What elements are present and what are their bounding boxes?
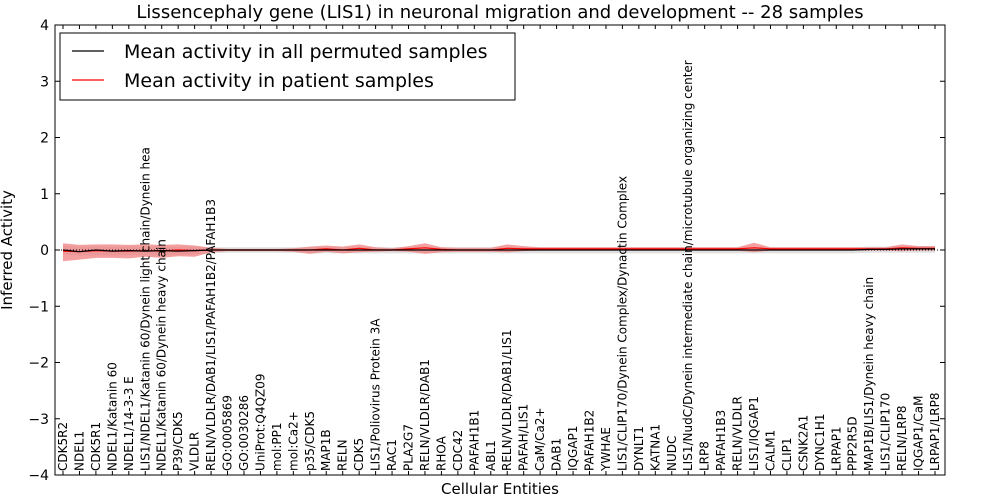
y-tick-label: −2 — [28, 356, 49, 372]
x-category-label: DYNC1H1 — [813, 413, 827, 471]
legend-box — [59, 32, 516, 101]
series-lines — [55, 247, 945, 253]
x-category-label: CSNK2A1 — [796, 415, 810, 471]
y-axis: −4 −3 −2 −1 0 1 2 3 4 — [28, 18, 945, 484]
x-category-label: p35/CDK5 — [303, 411, 317, 471]
x-category-label: RELN/VLDLR/DAB1/LIS1 — [500, 330, 514, 471]
x-category-label: NDEL1 — [73, 431, 87, 471]
x-category-label: LIS1/Poliovirus Protein 3A — [369, 318, 383, 471]
x-category-label: DYNLT1 — [632, 426, 646, 471]
y-tick-label: 1 — [40, 187, 49, 203]
x-category-label: LIS1/CLIP170/Dynein Complex/Dynactin Com… — [615, 176, 629, 471]
x-category-label: LIS1/IQGAP1 — [747, 396, 761, 471]
legend-label-patient: Mean activity in patient samples — [124, 70, 434, 92]
x-category-label: LIS1/CLIP170 — [879, 393, 893, 471]
x-category-label: YWHAE — [599, 427, 613, 472]
y-tick-label: −3 — [28, 412, 49, 428]
x-category-label: ABL1 — [484, 440, 498, 471]
x-category-label: CDK5R2 — [56, 422, 70, 471]
x-category-label: PAFAH1B2 — [583, 410, 597, 471]
x-category-label: CDK5 — [352, 438, 366, 471]
x-category-label: RELN — [336, 439, 350, 471]
y-tick-label: 2 — [40, 131, 49, 147]
x-category-label: MAP1B — [319, 429, 333, 471]
x-category-label: LRPAP1 — [829, 426, 843, 471]
x-category-label: RELN/VLDLR/DAB1 — [418, 359, 432, 471]
x-category-label: PAFAH/LIS1 — [517, 404, 531, 471]
line-permuted — [62, 248, 935, 253]
y-tick-label: −4 — [28, 468, 49, 484]
y-tick-label: 0 — [40, 243, 49, 259]
y-tick-label: 3 — [40, 74, 49, 90]
x-category-label: NDEL1/Katanin 60/Dynein heavy chain — [155, 239, 169, 471]
x-category-label: CDK5R1 — [89, 422, 103, 471]
x-category-label: UniProt:Q4QZ09 — [253, 373, 267, 471]
chart-title: Lissencephaly gene (LIS1) in neuronal mi… — [136, 2, 863, 23]
x-category-label: RAC1 — [385, 439, 399, 471]
legend: Mean activity in all permuted samples Me… — [59, 32, 516, 101]
x-category-label: CLIP1 — [780, 438, 794, 471]
y-tick-label: −1 — [28, 299, 49, 315]
x-category-label: P39/CDK5 — [171, 411, 185, 471]
x-category-label: GO:0005869 — [221, 395, 235, 471]
y-tick-label: 4 — [40, 18, 49, 34]
x-category-label: KATNA1 — [648, 424, 662, 471]
x-axis-label: Cellular Entities — [441, 480, 559, 498]
x-category-label: PPP2R5D — [846, 416, 860, 471]
x-category-label: CALM1 — [764, 430, 778, 471]
x-category-label: LRPAP1/LRP8 — [928, 392, 942, 471]
x-category-label: RELN/VLDLR/DAB1/LIS1/PAFAH1B2/PAFAH1B3 — [204, 199, 218, 471]
x-category-label: GO:0030286 — [237, 395, 251, 471]
x-category-label: NUDC — [665, 436, 679, 471]
x-axis: CDK5R2 NDEL1 CDK5R1 NDEL1/Katanin 60 NDEL1/1… — [56, 25, 942, 475]
x-category-label: mol:Ca2+ — [286, 411, 300, 471]
x-category-label: NDEL1/Katanin 60 — [105, 362, 119, 471]
x-category-label: RELN/LRP8 — [895, 405, 909, 471]
confidence-bands — [63, 242, 935, 262]
x-category-label: LRP8 — [698, 441, 712, 471]
x-category-label: IQGAP1/CaM — [912, 396, 926, 472]
x-category-label: mol:PP1 — [270, 422, 284, 471]
x-category-label: PAFAH1B1 — [467, 410, 481, 471]
x-category-label: NDEL1/14-3-3 E — [122, 376, 136, 471]
x-category-label: LIS1/NudC/Dynein intermediate chain/micr… — [681, 60, 695, 471]
x-category-label: CDC42 — [451, 430, 465, 471]
x-category-label: LIS1/NDEL1/Katanin 60/Dynein light chain… — [138, 147, 152, 471]
x-category-label: MAP1B/LIS1/Dynein heavy chain — [862, 277, 876, 471]
band-patient — [63, 242, 935, 262]
x-category-label: PAFAH1B3 — [714, 410, 728, 471]
y-axis-label: Inferred Activity — [0, 190, 16, 310]
legend-label-permuted: Mean activity in all permuted samples — [124, 41, 487, 63]
x-category-label: IQGAP1 — [566, 426, 580, 471]
x-category-label: VLDLR — [188, 432, 202, 471]
x-category-label: RHOA — [434, 435, 448, 471]
x-category-label: CaM/Ca2+ — [533, 407, 547, 471]
x-category-label: PLA2G7 — [402, 424, 416, 471]
x-category-label: DAB1 — [550, 438, 564, 471]
x-category-label: RELN/VLDLR — [731, 396, 745, 471]
